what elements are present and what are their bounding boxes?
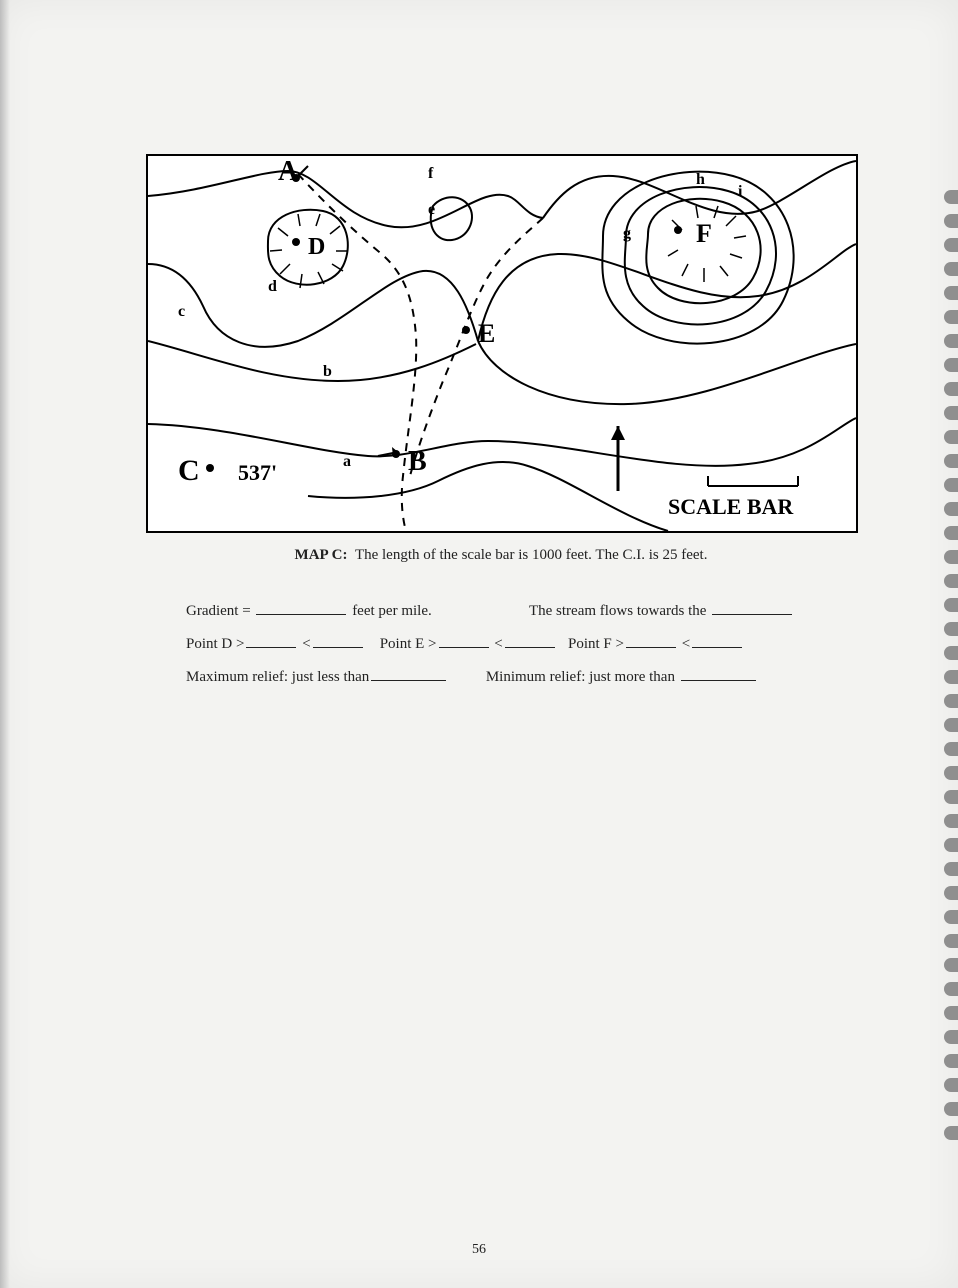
label-fpm: feet per mile.	[352, 603, 432, 619]
svg-text:i: i	[738, 183, 743, 200]
svg-text:F: F	[696, 219, 712, 248]
svg-text:b: b	[323, 363, 332, 380]
blank-D-lt[interactable]	[313, 632, 363, 648]
blank-D-gt[interactable]	[246, 632, 296, 648]
label-lt3: <	[682, 636, 690, 652]
label-streamdir: The stream flows towards the	[529, 603, 706, 619]
svg-text:d: d	[268, 278, 277, 295]
blank-gradient[interactable]	[256, 599, 346, 615]
svg-text:B: B	[408, 446, 427, 477]
svg-text:c: c	[178, 303, 185, 320]
svg-text:D: D	[308, 234, 325, 260]
svg-text:e: e	[428, 201, 435, 218]
spiral-binding	[940, 180, 958, 1268]
svg-text:C: C	[178, 454, 200, 487]
page: SCALE BAR A B C 537' D E Fa b c d e f g h i MAP C: The …	[0, 0, 958, 1288]
page-number: 56	[0, 1242, 958, 1258]
map-section: SCALE BAR A B C 537' D E Fa b c d e f g h i MAP C: The …	[146, 154, 856, 564]
label-pointE: Point E >	[380, 636, 437, 652]
svg-text:f: f	[428, 165, 434, 182]
blank-minrelief[interactable]	[681, 665, 756, 681]
blank-F-gt[interactable]	[626, 632, 676, 648]
label-pointD: Point D >	[186, 636, 244, 652]
svg-text:E: E	[478, 319, 495, 348]
svg-text:a: a	[343, 453, 351, 470]
label-lt2: <	[494, 636, 502, 652]
label-lt1: <	[302, 636, 310, 652]
topographic-map: SCALE BAR A B C 537' D E Fa b c d e f g h i	[148, 156, 856, 531]
svg-text:A: A	[278, 156, 299, 187]
caption-prefix: MAP C:	[295, 547, 348, 563]
svg-text:SCALE BAR: SCALE BAR	[668, 494, 794, 519]
caption-text: The length of the scale bar is 1000 feet…	[355, 547, 708, 563]
label-gradient: Gradient =	[186, 603, 251, 619]
map-frame: SCALE BAR A B C 537' D E Fa b c d e f g h i	[146, 154, 858, 533]
worksheet-line-2: Point D > < Point E > < Point F > <	[186, 628, 846, 661]
svg-text:537': 537'	[238, 460, 277, 485]
worksheet-line-1: Gradient = feet per mile. The stream flo…	[186, 595, 846, 628]
blank-direction[interactable]	[712, 599, 792, 615]
blank-maxrelief[interactable]	[371, 665, 446, 681]
blank-E-gt[interactable]	[439, 632, 489, 648]
svg-text:g: g	[623, 225, 631, 242]
label-pointF: Point F >	[568, 636, 624, 652]
label-maxrelief: Maximum relief: just less than	[186, 669, 369, 685]
blank-E-lt[interactable]	[505, 632, 555, 648]
worksheet: Gradient = feet per mile. The stream flo…	[186, 595, 846, 694]
worksheet-line-3: Maximum relief: just less than Minimum r…	[186, 661, 846, 694]
svg-text:h: h	[696, 171, 705, 188]
label-minrelief: Minimum relief: just more than	[486, 669, 675, 685]
map-caption: MAP C: The length of the scale bar is 10…	[146, 547, 856, 564]
blank-F-lt[interactable]	[692, 632, 742, 648]
